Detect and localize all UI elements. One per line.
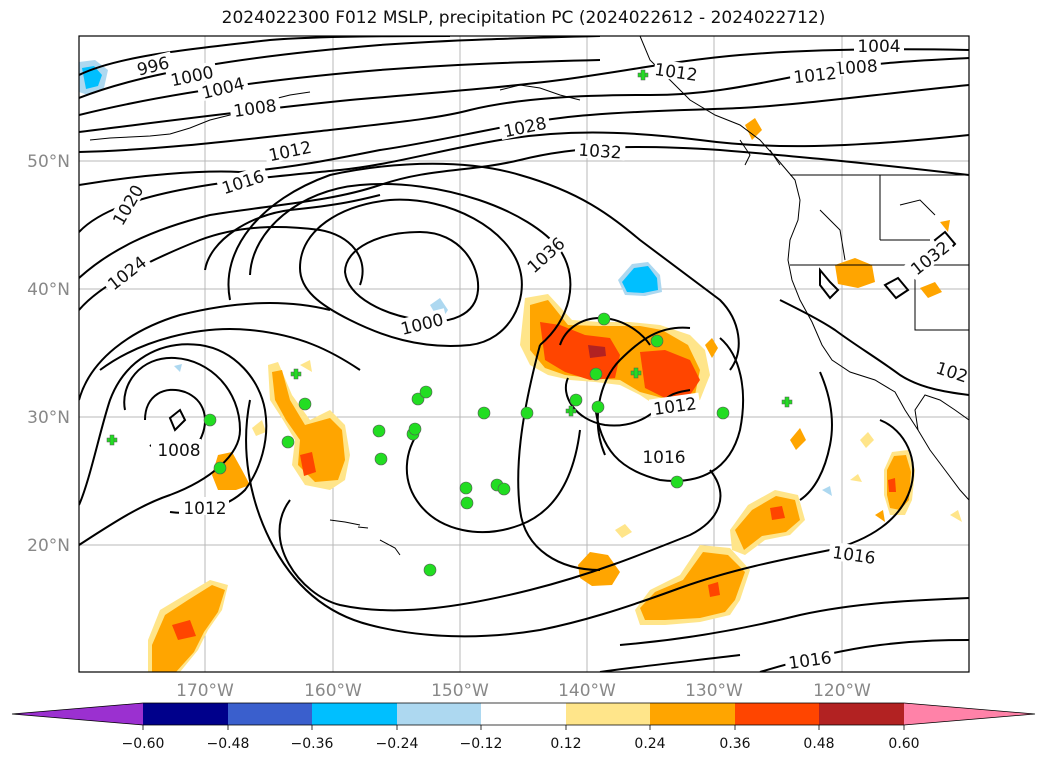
colorbar-tick-label: 0.24 [634,736,665,752]
lon-label: 130°W [685,681,743,701]
colorbar-tick-label: 0.36 [719,736,750,752]
colorbar-segment [397,703,481,725]
colorbar-extend-left [12,703,143,725]
colorbar-tick-label: −0.48 [207,736,250,752]
colorbar-segment [312,703,397,725]
map-frame [78,35,970,673]
isobar-label: 1012 [793,64,838,88]
colorbar-extend-right [904,703,1035,725]
lon-label: 120°W [813,681,871,701]
colorbar-segment [650,703,735,725]
isobar-label: 1008 [157,441,200,461]
lat-label: 40°N [27,280,70,300]
colorbar-tick-label: −0.12 [460,736,503,752]
lat-label: 30°N [27,408,70,428]
isobar-label: 1012 [183,499,226,519]
isobar-label: 1032 [578,141,623,164]
colorbar-segment [819,703,904,725]
colorbar-tick-label: −0.60 [122,736,165,752]
colorbar-segment [735,703,819,725]
isobar-label: 1016 [787,648,833,674]
colorbar-segment [566,703,650,725]
isobars [79,36,969,672]
page-title: 2024022300 F012 MSLP, precipitation PC (… [221,8,826,28]
colorbar-tick-label: −0.24 [376,736,419,752]
colorbar-tick-label: 0.12 [550,736,581,752]
lon-label: 150°W [431,681,489,701]
lon-label: 140°W [558,681,616,701]
isobar-label: 1004 [857,37,900,57]
lon-label: 170°W [176,681,234,701]
colorbar: −0.60 −0.48 −0.36 −0.24 −0.12 0.12 0.24 … [11,702,1036,752]
coastlines [89,36,969,556]
latitude-labels: 50°N 40°N 30°N 20°N [27,152,70,556]
colorbar-segment [143,703,228,725]
colorbar-tick-label: 0.60 [888,736,919,752]
colorbar-tick-label: 0.48 [803,736,834,752]
precip-positive-shading [148,118,962,672]
isobar-label: 1008 [834,57,879,80]
lat-label: 20°N [27,536,70,556]
lon-label: 160°W [304,681,362,701]
colorbar-segment [228,703,312,725]
station-markers [106,69,793,577]
colorbar-segment [481,703,566,725]
isobar-label: 1016 [642,448,685,468]
lat-label: 50°N [27,152,70,172]
longitude-labels: 170°W 160°W 150°W 140°W 130°W 120°W [176,681,871,701]
colorbar-tick-label: −0.36 [291,736,334,752]
